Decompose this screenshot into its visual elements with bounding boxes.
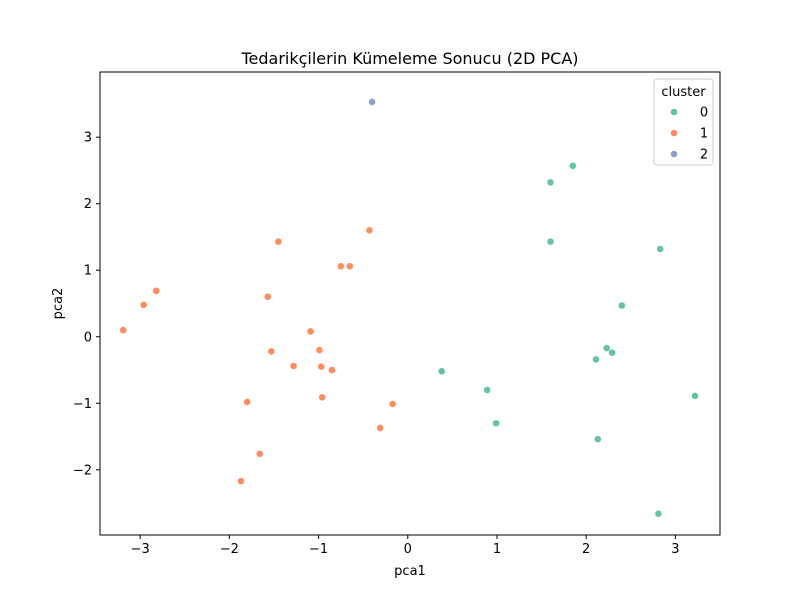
points-layer [119, 98, 699, 518]
y-tick-label: −1 [73, 397, 92, 412]
point-cluster-1 [328, 366, 336, 374]
legend-marker-cluster-1 [670, 129, 678, 137]
legend-marker-cluster-0 [670, 108, 678, 116]
x-tick-label: −2 [220, 542, 239, 557]
point-cluster-0 [608, 348, 616, 357]
y-tick-label: 0 [84, 330, 92, 345]
point-cluster-0 [546, 178, 555, 187]
legend-label-cluster-2: 2 [700, 148, 708, 163]
point-cluster-0 [654, 509, 663, 518]
point-cluster-1 [267, 347, 276, 356]
point-cluster-0 [656, 245, 665, 253]
point-cluster-1 [318, 393, 327, 402]
y-tick-label: 2 [84, 197, 92, 212]
x-tick-label: 2 [582, 542, 590, 557]
point-cluster-1 [255, 449, 264, 458]
point-cluster-2 [368, 98, 376, 106]
y-axis-label: pca2 [51, 288, 66, 320]
point-cluster-1 [289, 362, 298, 370]
y-tick-label: 1 [84, 264, 92, 279]
y-tick-label: 3 [84, 131, 92, 146]
point-cluster-0 [568, 161, 577, 170]
legend-title: cluster [661, 85, 706, 100]
point-cluster-1 [274, 237, 283, 246]
point-cluster-1 [263, 292, 272, 301]
point-cluster-0 [492, 419, 500, 428]
point-cluster-1 [243, 398, 252, 406]
point-cluster-1 [345, 262, 354, 271]
point-cluster-1 [388, 400, 397, 408]
y-tick-label: −2 [73, 463, 92, 478]
point-cluster-1 [237, 477, 245, 486]
point-cluster-1 [139, 300, 148, 309]
point-cluster-1 [317, 362, 326, 371]
legend-label-cluster-0: 0 [700, 106, 708, 121]
point-cluster-0 [437, 367, 446, 376]
point-cluster-0 [483, 386, 492, 394]
legend-box [653, 78, 714, 166]
point-cluster-1 [306, 327, 315, 336]
legend-items: 0 1 2 [670, 106, 708, 163]
x-tick-label: 0 [404, 542, 412, 557]
point-cluster-0 [593, 435, 602, 444]
legend-marker-cluster-2 [670, 150, 678, 158]
point-cluster-0 [691, 392, 699, 400]
x-tick-label: −1 [309, 542, 328, 557]
point-cluster-1 [376, 423, 385, 432]
x-tick-label: 3 [671, 542, 679, 557]
point-cluster-0 [592, 355, 600, 364]
plot-frame [99, 71, 721, 536]
point-cluster-1 [315, 346, 324, 354]
point-cluster-1 [336, 262, 345, 271]
point-cluster-0 [602, 344, 611, 352]
x-axis: −3 −2 −1 0 1 2 3 [131, 535, 680, 557]
chart-title: Tedarikçilerin Kümeleme Sonucu (2D PCA) [240, 49, 578, 68]
point-cluster-0 [546, 237, 555, 246]
point-cluster-1 [365, 226, 374, 235]
point-cluster-1 [152, 286, 161, 295]
x-tick-label: −3 [131, 542, 150, 557]
x-axis-label: pca1 [394, 564, 426, 579]
y-axis: −2 −1 0 1 2 3 [73, 131, 100, 478]
x-tick-label: 1 [493, 542, 501, 557]
legend-label-cluster-1: 1 [700, 127, 708, 142]
plot-area: −3 −2 −1 0 1 2 3 −2 −1 0 1 2 3 [73, 71, 721, 557]
legend: cluster 0 1 2 [653, 78, 714, 166]
point-cluster-1 [119, 326, 128, 335]
point-cluster-0 [617, 301, 626, 310]
